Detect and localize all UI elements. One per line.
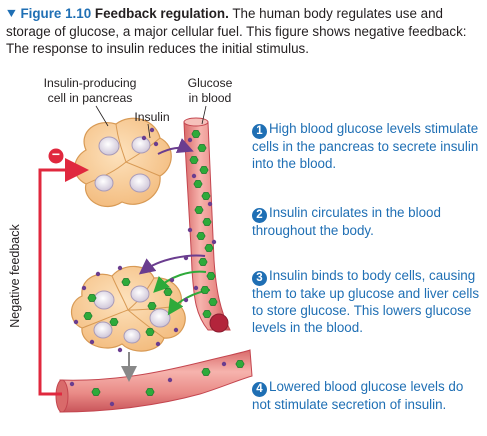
pancreas-label-line: [95, 105, 109, 127]
insulin-dot-icon: [167, 377, 173, 383]
glucose-hexagon-icon: [200, 286, 210, 294]
glucose-hexagon-icon: [189, 156, 199, 164]
insulin-dot-icon: [187, 137, 193, 143]
figure-caption: ⯆ Figure 1.10 Feedback regulation. The h…: [6, 5, 482, 58]
minus-badge-circle: [48, 148, 64, 164]
collapse-icon[interactable]: ⯆: [6, 6, 17, 21]
insulin-dot-icon: [73, 319, 79, 325]
insulin-dot-icon: [81, 285, 87, 291]
glucose-label: Glucose in blood: [180, 76, 240, 105]
glucose-hexagon-icon: [196, 232, 206, 240]
insulin-dot-icon: [109, 401, 115, 407]
glucose-hexagon-icon: [91, 388, 101, 396]
step-4: 4 Lowered blood glucose levels do not sti…: [252, 379, 484, 414]
insulin-dot-icon: [207, 201, 213, 207]
glucose-hexagon-icon: [145, 388, 155, 396]
step-number: 1: [252, 124, 267, 139]
insulin-dot-icon: [211, 239, 217, 245]
insulin-dot-icon: [183, 297, 189, 303]
glucose-hexagon-icon: [83, 312, 93, 320]
step-text: Insulin circulates in the blood througho…: [252, 205, 441, 238]
pancreas-cells: [74, 117, 172, 208]
glucose-hexagon-icon: [197, 144, 207, 152]
vessel-bottom-opening: [209, 313, 229, 333]
insulin-label: Insulin: [134, 110, 170, 124]
glucose-hexagon-icon: [193, 180, 203, 188]
insulin-secretion-arrow: [157, 138, 194, 155]
step-number: 3: [252, 271, 267, 286]
step-text: Insulin binds to body cells, causing the…: [252, 268, 480, 335]
pancreas-cell-label: Insulin-producing cell in pancreas: [20, 76, 160, 105]
insulin-dot-icon: [153, 141, 159, 147]
step-2: 2 Insulin circulates in the blood through…: [252, 205, 484, 240]
glucose-hexagon-icon: [235, 360, 245, 368]
glucose-hexagon-icon: [201, 192, 211, 200]
insulin-dot-icon: [69, 381, 75, 387]
glucose-hexagon-icon: [201, 368, 211, 376]
glucose-hexagon-icon: [206, 272, 216, 280]
insulin-dot-icon: [89, 339, 95, 345]
insulin-dot-icon: [143, 267, 149, 273]
glucose-label-line2: in blood: [188, 90, 232, 105]
insulin-dot-icon: [117, 265, 123, 271]
glucose-hexagon-icon: [87, 294, 97, 302]
glucose-hexagon-icon: [191, 130, 201, 138]
insulin-dot-icon: [117, 347, 123, 353]
figure-number: Figure 1.10: [20, 6, 92, 21]
figure-title: Feedback regulation.: [94, 6, 229, 21]
pancreas-label-line1: Insulin-producing: [43, 76, 137, 90]
glucose-label-line: [201, 105, 207, 125]
glucose-hexagon-icon: [194, 206, 204, 214]
step-number: 2: [252, 208, 267, 223]
glucose-hexagon-icon: [145, 328, 155, 336]
negative-feedback-label: Negative feedback: [8, 224, 22, 328]
glucose-hexagon-icon: [199, 166, 209, 174]
pancreas-label-line2: cell in pancreas: [47, 90, 133, 105]
insulin-dot-icon: [173, 327, 179, 333]
glucose-hexagon-icon: [198, 258, 208, 266]
insulin-molecules: [69, 127, 227, 407]
insulin-dot-icon: [187, 227, 193, 233]
glucose-hexagon-icon: [204, 244, 214, 252]
insulin-dot-icon: [149, 127, 155, 133]
step-1: 1 High blood glucose levels stimulate cel…: [252, 121, 484, 173]
vessel-left-opening: [55, 379, 69, 413]
glucose-hexagon-icon: [202, 310, 212, 318]
glucose-uptake-arrow-1: [153, 270, 207, 293]
insulin-dot-icon: [183, 255, 189, 261]
blood-vessel-horizontal: [59, 349, 253, 413]
insulin-dot-icon: [155, 341, 161, 347]
insulin-label-line: [147, 123, 151, 139]
insulin-dot-icon: [191, 173, 197, 179]
glucose-hexagon-icon: [202, 218, 212, 226]
step-number: 4: [252, 382, 267, 397]
vessel-top-opening: [183, 117, 209, 127]
glucose-hexagon-icon: [208, 298, 218, 306]
glucose-hexagon-icon: [163, 288, 173, 296]
glucose-hexagon-icon: [109, 318, 119, 326]
insulin-dot-icon: [95, 271, 101, 277]
glucose-hexagon-icon: [147, 302, 157, 310]
step-text: High blood glucose levels stimulate cell…: [252, 121, 479, 171]
caption-text: The human body regulates use and storage…: [6, 6, 467, 56]
step-3: 3 Insulin binds to body cells, causing th…: [252, 268, 484, 336]
glucose-molecules: [83, 130, 245, 396]
insulin-dot-icon: [221, 361, 227, 367]
insulin-dot-icon: [169, 277, 175, 283]
glucose-label-line1: Glucose: [187, 76, 233, 90]
minus-badge: −: [51, 146, 61, 162]
insulin-dot-icon: [193, 285, 199, 291]
insulin-dot-icon: [141, 135, 147, 141]
negative-feedback-loop: [38, 158, 89, 396]
glucose-hexagon-icon: [121, 278, 131, 286]
step-text: Lowered blood glucose levels do not stim…: [252, 379, 464, 412]
blood-vessel-vertical: [183, 121, 231, 331]
